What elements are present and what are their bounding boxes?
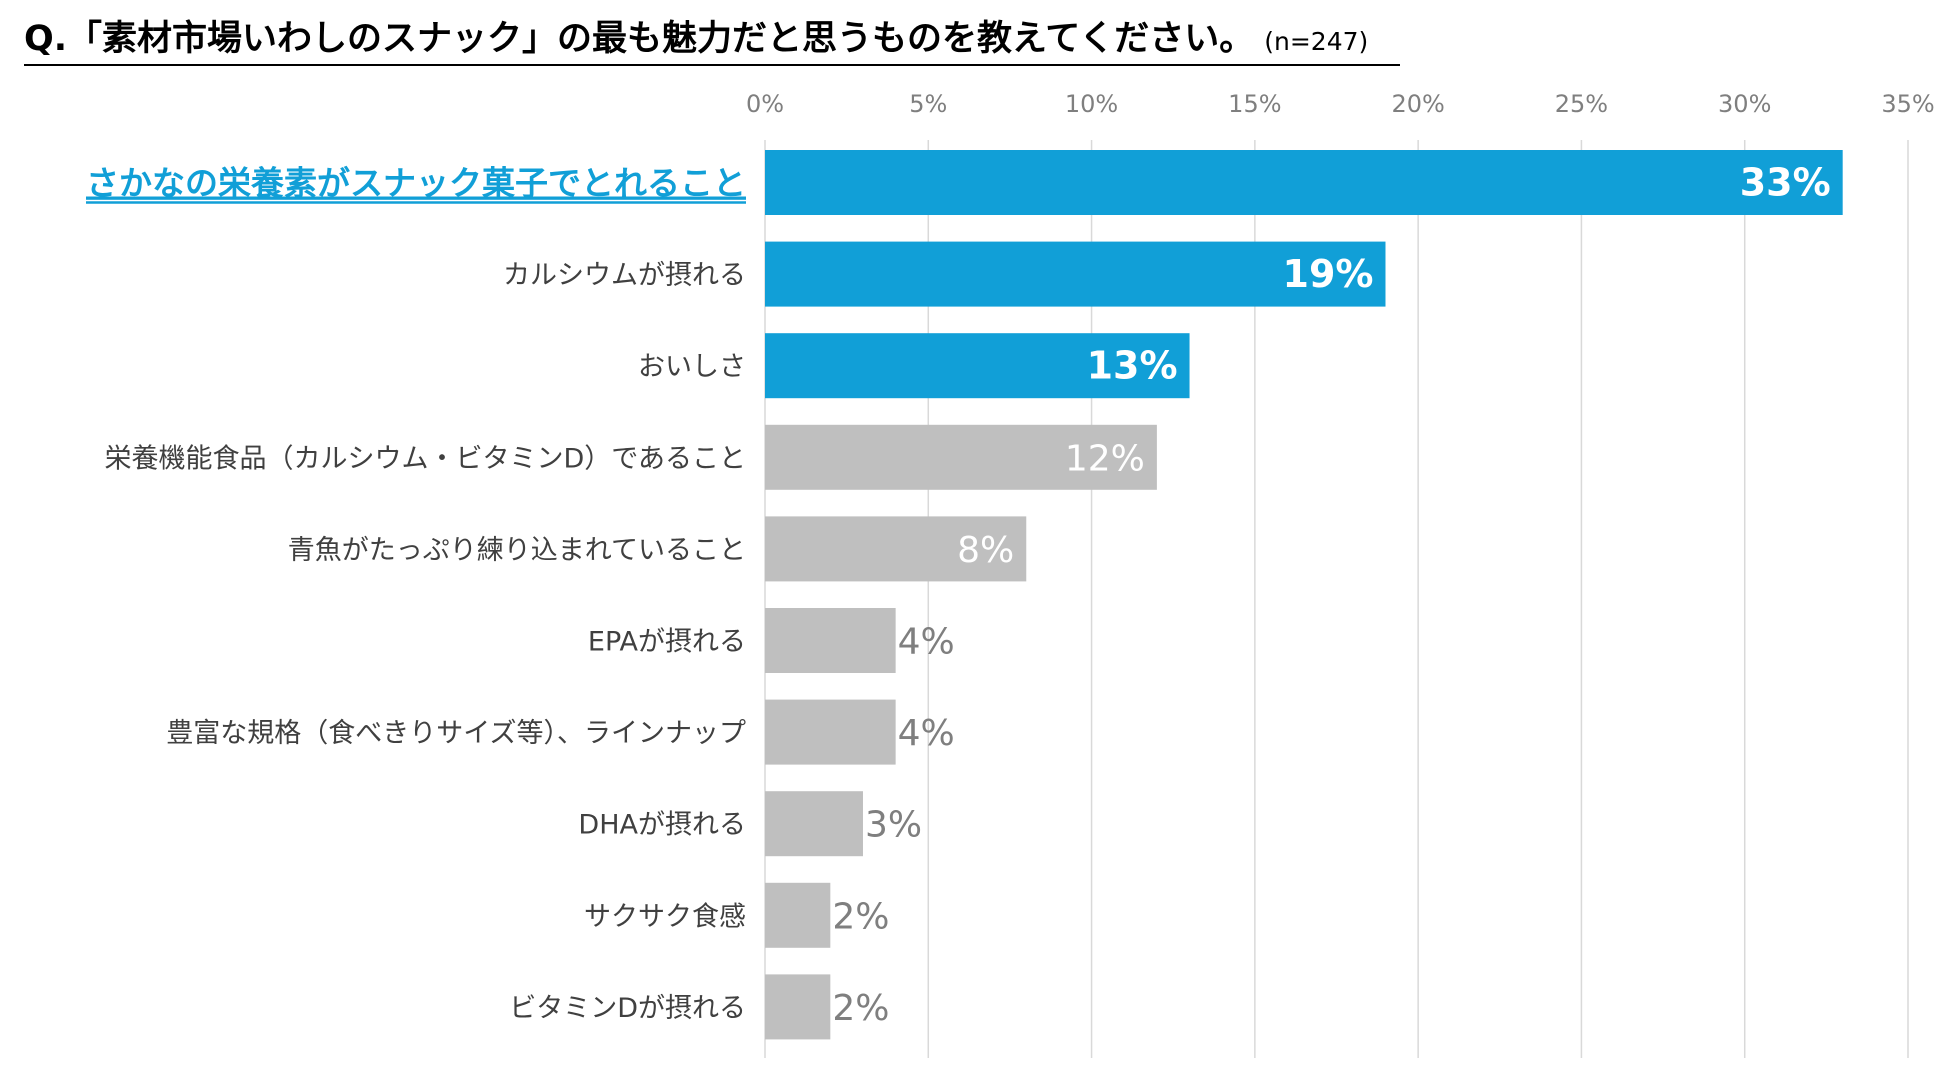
question-text: Q.「素材市場いわしのスナック」の最も魅力だと思うものを教えてください。 [24,19,1255,59]
bar [765,791,863,857]
value-label: 2% [832,988,889,1029]
value-label: 12% [1065,438,1145,479]
x-tick-label: 25% [1555,90,1608,118]
bars [765,150,1843,1040]
value-label: 3% [865,805,922,846]
x-axis-ticks: 0% 5% 10% 15% 20% 25% 30% 35% [746,90,1935,118]
category-label: 豊富な規格（食べきりサイズ等）、ラインナップ [166,718,746,749]
value-label: 13% [1087,344,1178,388]
value-label: 8% [957,530,1014,571]
value-label: 33% [1740,161,1831,205]
sample-size: (n=247) [1264,27,1369,56]
x-tick-label: 35% [1881,90,1934,118]
bar [765,699,896,765]
x-tick-label: 0% [746,90,784,118]
category-label: さかなの栄養素がスナック菓子でとれること [86,164,746,203]
x-tick-label: 20% [1391,90,1444,118]
x-tick-label: 30% [1718,90,1771,118]
bar [765,424,1157,490]
bar [765,150,1843,215]
value-label: 2% [832,896,889,937]
x-tick-label: 15% [1228,90,1281,118]
value-label: 4% [898,622,955,663]
value-label: 19% [1283,252,1374,296]
bar [765,882,831,948]
bar [765,516,1027,582]
bar [765,608,896,673]
category-label: カルシウムが摂れる [503,260,746,291]
chart-title: Q.「素材市場いわしのスナック」の最も魅力だと思うものを教えてください。 (n=2… [24,14,1400,66]
category-labels: さかなの栄養素がスナック菓子でとれることカルシウムが摂れるおいしさ栄養機能食品（… [86,164,746,1024]
x-tick-label: 10% [1065,90,1118,118]
bar [765,974,831,1040]
bar [765,333,1190,399]
value-label: 4% [898,713,955,754]
category-label: 栄養機能食品（カルシウム・ビタミンD）であること [104,443,746,474]
value-labels: 33% 19% 13% 12% 8% 4% 4% 3% 2% 2% [832,161,1830,1029]
bar [765,241,1386,307]
category-label: EPAが摂れる [588,627,746,658]
category-label: ビタミンDが摂れる [509,993,746,1024]
category-label: サクサク食感 [584,901,746,932]
x-tick-label: 5% [909,90,947,118]
category-label: おいしさ [638,352,746,383]
category-label: DHAが摂れる [578,810,746,841]
category-label: 青魚がたっぷり練り込まれていること [288,535,746,566]
